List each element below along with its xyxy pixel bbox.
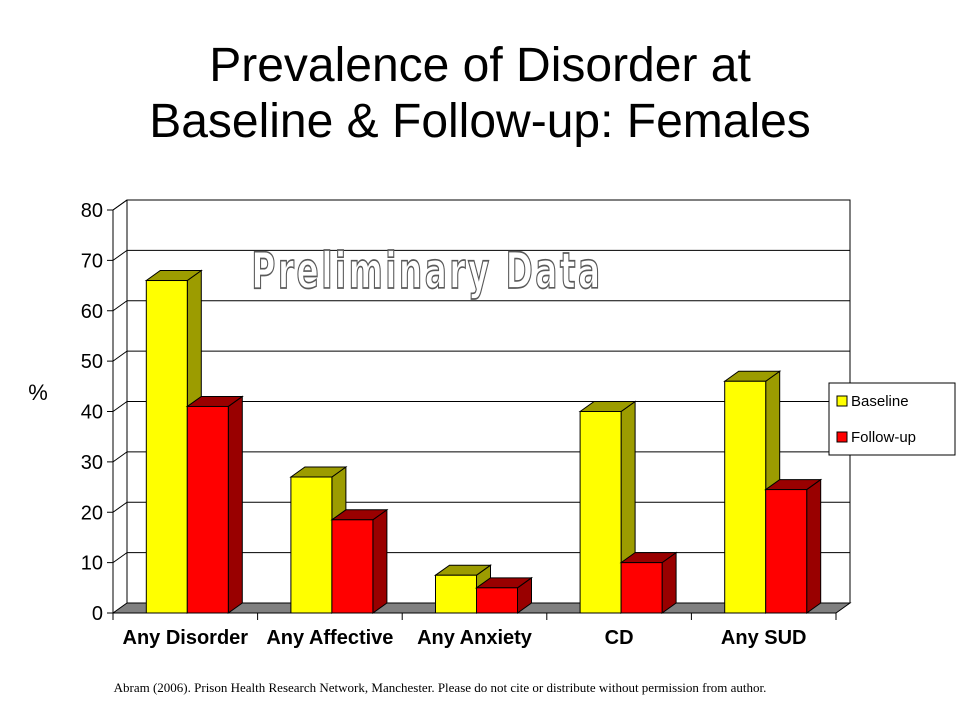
bar-front [145, 280, 188, 614]
source-footnote: Abram (2006). Prison Health Research Net… [113, 680, 767, 695]
legend-swatch [836, 431, 848, 443]
bar-front [290, 476, 333, 614]
y-tick-label: 30 [81, 452, 103, 474]
chart-title-line-1: Prevalence of Disorder at [209, 39, 751, 92]
bar [764, 478, 823, 614]
y-tick-label: 80 [81, 200, 103, 222]
bar-side [806, 478, 822, 614]
gridline-side [112, 501, 128, 513]
x-axis-categories: Any Disorder Any Affective Any Anxiety CD An… [123, 627, 807, 649]
category-label: Any Anxiety [417, 627, 533, 649]
y-axis-label: % [28, 380, 48, 405]
gridline-side [112, 552, 128, 564]
bar [619, 551, 678, 614]
legend-entry: Baseline [851, 393, 909, 410]
bar-front [620, 562, 663, 614]
y-tick-label: 60 [81, 301, 103, 323]
bars [144, 269, 823, 614]
y-tick-label: 40 [81, 402, 103, 424]
gridline-side [112, 350, 128, 362]
bar-front [331, 519, 374, 614]
chart-title: Prevalence of Disorder at Baseline & Fol… [0, 38, 960, 150]
category-label: Any Affective [266, 627, 393, 649]
y-tick-label: 70 [81, 250, 103, 272]
category-label: Any SUD [721, 627, 807, 649]
gridline-side [112, 300, 128, 312]
bar [474, 576, 534, 614]
bar-side [372, 508, 388, 614]
category-label: CD [605, 627, 634, 649]
y-tick-label: 20 [81, 502, 103, 524]
bar-front [476, 587, 518, 614]
legend-entry: Follow-up [851, 429, 916, 446]
bar-front [186, 405, 229, 614]
legend: Baseline Follow-up [828, 382, 956, 456]
bar-front [435, 574, 477, 614]
bar [433, 564, 493, 614]
y-tick-label: 10 [81, 553, 103, 575]
y-tick-label: 0 [92, 603, 103, 625]
preliminary-data-watermark: Preliminary Data [251, 242, 602, 300]
gridline-side [112, 451, 128, 463]
gridline-side [112, 199, 128, 211]
legend-swatch [836, 395, 848, 407]
bar-front [579, 411, 622, 614]
bar-front [765, 489, 808, 614]
bar [330, 508, 389, 614]
legend-box [828, 382, 956, 456]
bar [289, 466, 348, 614]
bar-side [227, 395, 243, 614]
y-axis-ticks: 0 10 20 30 40 50 60 70 80 [81, 200, 113, 625]
bar-front [724, 380, 767, 614]
gridline-side [112, 401, 128, 412]
y-tick-label: 50 [81, 351, 103, 373]
bar [185, 395, 244, 614]
chart-title-line-2: Baseline & Follow-up: Females [149, 95, 811, 148]
category-label: Any Disorder [123, 627, 249, 649]
gridline-side [112, 249, 128, 261]
